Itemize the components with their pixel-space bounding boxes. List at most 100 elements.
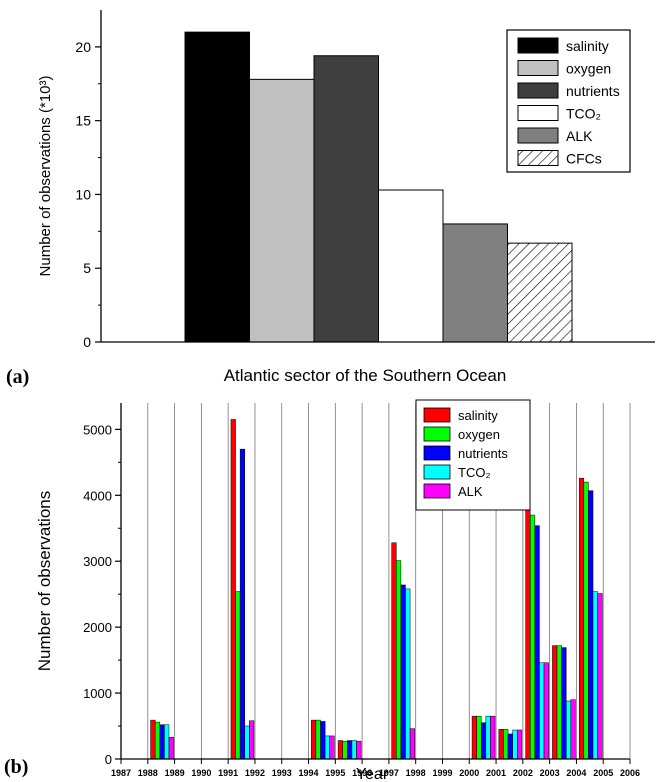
bar-oxygen-1995	[315, 719, 321, 760]
panel-a-label: (a)	[6, 366, 30, 388]
bar-salinity-1998	[391, 542, 397, 760]
bar-nutrients	[313, 55, 379, 343]
chart-b-y-axis-label: Number of observations	[35, 491, 54, 671]
x-tick-label: 1991	[218, 768, 238, 778]
bar-nutrients-2003	[534, 525, 540, 760]
bar-nutrients-1996	[347, 740, 353, 760]
bar-alk-2004	[570, 699, 576, 760]
bar-tco2-2004	[565, 700, 572, 760]
legend-swatch-tco2	[423, 464, 451, 480]
bar-salinity-2004	[552, 645, 558, 760]
legend-swatch-alk	[517, 127, 559, 144]
bar-oxygen-1998	[396, 560, 402, 760]
bar-nutrients-2001	[481, 722, 487, 760]
x-tick-label: 1992	[245, 768, 265, 778]
x-tick-label: 1994	[299, 768, 319, 778]
chart-a-y-axis-label: Number of observations (*10³)	[37, 76, 54, 277]
bar-nutrients-2005	[588, 490, 594, 760]
bar-tco2-1992	[244, 725, 250, 760]
bar-salinity-1995	[311, 719, 317, 760]
bar-salinity-2001	[471, 715, 477, 760]
x-tick-label: 2003	[540, 768, 560, 778]
chart-a-legend: salinity oxygen nutrients TCO₂ ALK CFCs	[506, 29, 631, 173]
legend-swatch-oxygen	[517, 60, 559, 76]
y-tick-label: 5	[83, 260, 91, 276]
bar-alk-2002	[516, 729, 523, 760]
x-tick-label: 2005	[593, 768, 613, 778]
chart-a-x-axis-label: Atlantic sector of the Southern Ocean	[224, 366, 507, 385]
y-tick-label: 10	[75, 186, 91, 202]
bar-tco2-2003	[539, 662, 545, 760]
bar-tco2-1996	[351, 740, 357, 760]
bar-tco2-1995	[324, 735, 330, 760]
bar-nutrients-2002	[507, 733, 513, 760]
bar-alk-1998	[409, 728, 415, 760]
bar-oxygen-2004	[556, 645, 562, 760]
bar-tco2-2005	[592, 591, 598, 760]
x-tick-label: 1997	[379, 768, 399, 778]
legend-swatch-salinity	[423, 407, 451, 423]
bar-oxygen-2001	[476, 715, 482, 760]
bar-oxygen	[249, 78, 315, 343]
bar-salinity-2005	[578, 477, 585, 760]
y-tick-label: 2000	[83, 620, 112, 635]
x-tick-label: 1988	[138, 768, 158, 778]
y-tick-label: 0	[83, 334, 91, 350]
x-tick-label: 1998	[406, 768, 426, 778]
bar-tco2-2002	[512, 729, 518, 760]
bar-alk-1996	[356, 740, 362, 760]
legend-swatch-tco2	[517, 105, 559, 121]
chart-b-gridlines	[147, 403, 631, 759]
y-tick-label: 15	[75, 113, 91, 129]
bar-oxygen-1989	[154, 721, 161, 760]
bar-alk-1989	[168, 736, 174, 760]
legend-label: TCO₂	[566, 106, 601, 122]
legend-label: ALK	[566, 128, 593, 144]
x-tick-label: 2000	[459, 768, 479, 778]
chart-b-legend: salinity oxygen nutrients TCO₂ ALK	[415, 399, 531, 511]
x-tick-label: 2006	[620, 768, 640, 778]
x-tick-label: 1987	[111, 768, 131, 778]
y-tick-label: 0	[105, 752, 112, 767]
legend-swatch-salinity	[517, 37, 559, 54]
bar-cfcs	[507, 242, 573, 343]
y-tick-label: 3000	[83, 554, 112, 569]
x-tick-label: 2001	[486, 768, 506, 778]
bar-alk-1992	[249, 720, 255, 760]
bar-tco2-1989	[164, 724, 170, 760]
legend-label: nutrients	[458, 446, 508, 461]
bar-salinity-2002	[498, 729, 504, 760]
x-tick-label: 1996	[352, 768, 372, 778]
y-tick-label: 5000	[83, 422, 112, 437]
bar-alk-2005	[597, 593, 603, 760]
bar-nutrients-1998	[400, 584, 406, 760]
bar-nutrients-1989	[159, 724, 165, 760]
y-tick-label: 4000	[83, 488, 112, 503]
x-tick-label: 1995	[325, 768, 345, 778]
bar-tco2-2001	[485, 715, 491, 760]
bar-oxygen-2003	[529, 514, 536, 760]
chart-a-axes	[100, 10, 655, 343]
legend-swatch-nutrients	[517, 82, 559, 99]
bar-alk	[442, 223, 508, 343]
bar-salinity	[184, 31, 250, 343]
legend-label: salinity	[458, 408, 498, 423]
chart-b-ticks: 0 1000 2000 3000 4000 5000 1987 1988 1989 1990 199…	[83, 422, 640, 778]
x-tick-label: 1999	[432, 768, 452, 778]
chart-a-ticks: 0 5 10 15 20	[75, 39, 101, 350]
legend-label: ALK	[458, 484, 483, 499]
bar-nutrients-1992	[239, 448, 245, 760]
chart-b: 0 1000 2000 3000 4000 5000 1987 1988 1989 1990 199…	[35, 399, 640, 782]
bar-salinity-1992	[230, 419, 236, 760]
legend-label: TCO₂	[458, 465, 491, 480]
bar-salinity-2003	[525, 501, 531, 760]
legend-label: CFCs	[566, 151, 602, 167]
legend-label: oxygen	[458, 427, 500, 442]
bar-tco2	[378, 189, 444, 343]
bar-alk-2003	[543, 662, 549, 760]
y-tick-label: 20	[75, 39, 91, 55]
y-tick-label: 1000	[83, 686, 112, 701]
x-tick-label: 1989	[165, 768, 185, 778]
chart-a: 0 5 10 15 20 Number of observations (*10³) A…	[37, 10, 655, 385]
